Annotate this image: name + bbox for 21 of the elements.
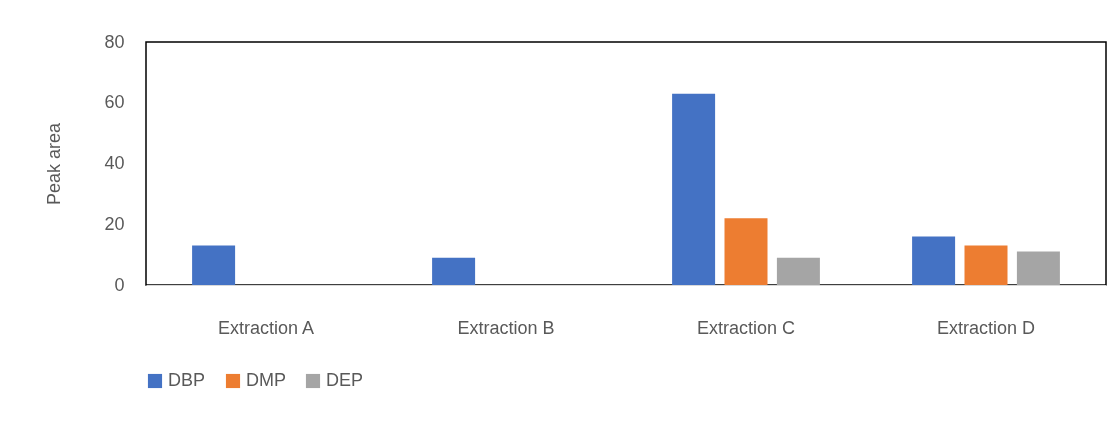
legend-label: DEP <box>326 370 364 390</box>
y-tick-label: 0 <box>114 274 125 295</box>
y-tick-label: 60 <box>104 92 125 113</box>
y-tick-label: 80 <box>104 31 125 52</box>
bar <box>776 257 820 285</box>
legend-label: DBP <box>168 370 206 390</box>
bar <box>724 218 768 285</box>
bar <box>432 257 476 285</box>
x-tick-label: Extraction A <box>217 317 315 338</box>
y-tick-label: 40 <box>104 153 125 173</box>
y-tick-label: 20 <box>104 213 125 234</box>
x-tick-label: Extraction C <box>696 317 796 338</box>
bar <box>192 245 236 285</box>
bar <box>672 93 716 285</box>
bar <box>1016 251 1060 285</box>
y-axis-title: Peak area <box>44 121 65 206</box>
legend-label: DMP <box>246 370 286 390</box>
bar <box>964 245 1008 285</box>
x-tick-label: Extraction B <box>457 317 555 338</box>
bar <box>912 236 956 285</box>
x-tick-label: Extraction D <box>936 317 1036 338</box>
